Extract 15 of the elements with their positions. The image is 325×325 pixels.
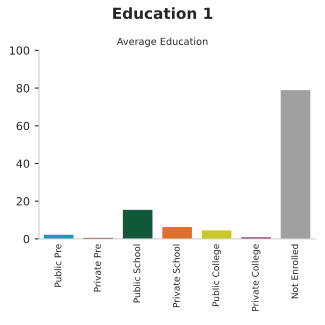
x-tick-label: Private College	[252, 244, 260, 311]
x-tick-label: Public College	[212, 244, 221, 306]
y-tick-label: 40	[16, 159, 30, 168]
y-tick-label: 0	[24, 234, 30, 244]
x-tick-label: Public Pre	[54, 244, 62, 287]
x-tick-label: Public School	[133, 244, 140, 302]
chart-subtitle: Average Education	[116, 38, 208, 47]
y-tick-label: 20	[16, 197, 30, 206]
y-tick-label: 80	[16, 84, 30, 92]
y-tick-label: 60	[16, 122, 30, 130]
x-tick-label: Private Pre	[94, 244, 101, 292]
x-tick-label: Private School	[172, 244, 180, 308]
y-tick-label: 100	[10, 46, 30, 55]
chart-title: Education 1	[113, 7, 212, 20]
x-tick-label: Not Enrolled	[291, 244, 298, 298]
